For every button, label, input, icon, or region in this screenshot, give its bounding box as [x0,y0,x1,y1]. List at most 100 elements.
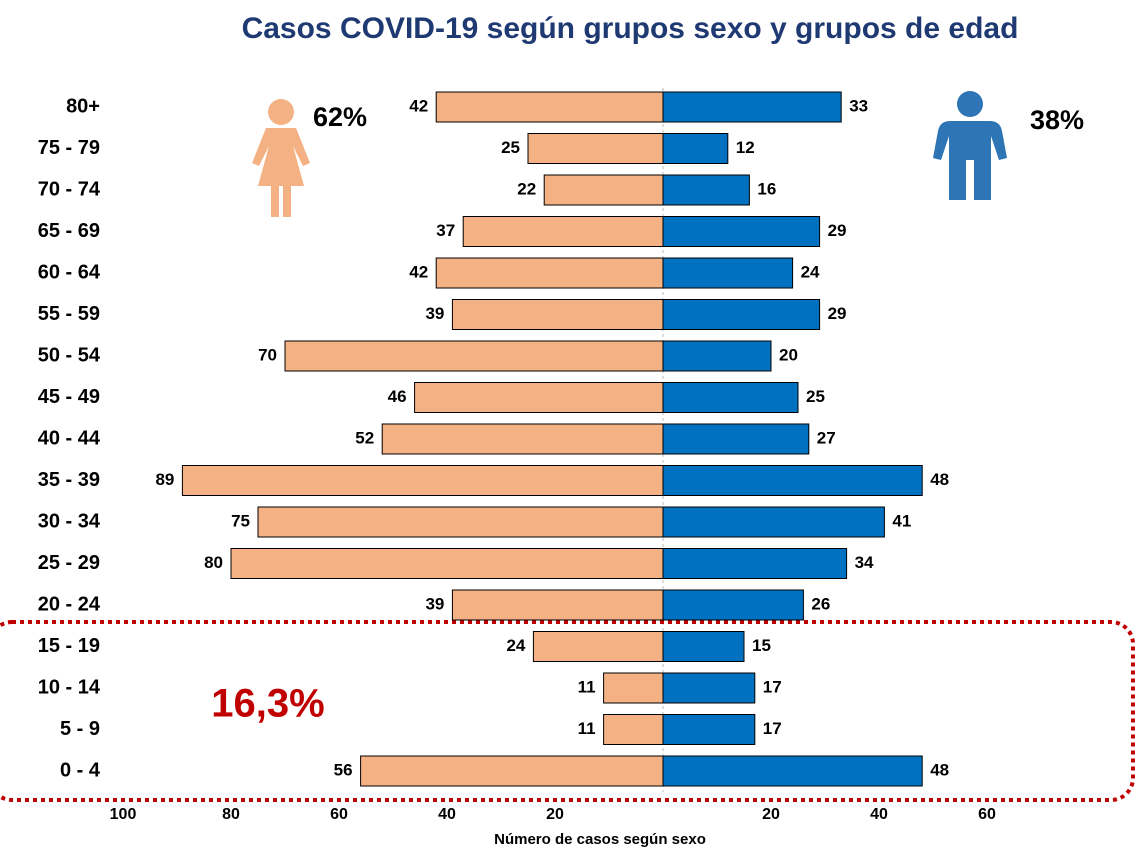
bar [662,382,799,413]
category-label: 70 - 74 [38,178,101,200]
value-label: 16 [757,179,776,198]
x-tick-label: 20 [762,806,780,823]
bar [662,133,729,164]
bar [381,423,664,455]
value-label: 89 [155,470,174,489]
bar [662,714,756,745]
value-label: 56 [334,760,353,779]
annotation: 16,3% [211,682,324,726]
value-label: 15 [752,636,771,655]
value-label: 29 [828,221,847,240]
highlight-box [0,620,1135,802]
value-label: 70 [258,345,277,364]
category-label: 40 - 44 [38,427,101,449]
value-label: 12 [736,138,755,157]
value-label: 26 [811,594,830,613]
x-tick-label: 40 [438,806,456,823]
value-label: 46 [388,387,407,406]
bar [662,91,842,123]
value-label: 25 [806,387,825,406]
bar [451,589,664,621]
category-label: 10 - 14 [38,676,101,698]
x-tick-label: 100 [110,806,137,823]
category-label: 50 - 54 [38,344,101,366]
x-tick-label: 40 [870,806,888,823]
x-tick-label: 60 [330,806,348,823]
value-label: 52 [355,428,374,447]
bar [181,465,664,496]
bar [257,506,664,538]
value-label: 17 [763,677,782,696]
value-label: 24 [801,262,820,281]
bar [662,216,821,247]
value-label: 42 [409,262,428,281]
bar [435,91,664,123]
bar [230,548,664,579]
category-label: 80+ [66,95,100,117]
category-label: 5 - 9 [60,718,100,740]
category-label: 25 - 29 [38,552,100,574]
value-label: 27 [817,428,836,447]
share-label: 38% [1030,105,1084,135]
category-label: 55 - 59 [38,303,100,325]
bar [284,340,664,372]
bar [543,174,664,206]
bar [603,714,664,745]
bar [662,299,821,330]
value-label: 37 [436,221,455,240]
female-icon [252,99,310,217]
value-label: 33 [849,96,868,115]
value-label: 11 [578,677,596,696]
value-label: 29 [828,304,847,323]
bar [662,506,885,538]
value-label: 42 [409,96,428,115]
value-label: 25 [501,138,520,157]
value-label: 75 [231,511,250,530]
category-label: 65 - 69 [38,220,100,242]
bar [662,589,804,621]
male-icon [933,91,1007,200]
bar [462,216,664,247]
bar [662,423,810,455]
value-label: 39 [425,304,444,323]
category-label: 30 - 34 [38,510,101,532]
bar [360,755,664,787]
bar [435,257,664,289]
value-label: 17 [763,719,782,738]
chart-title: Casos COVID-19 según grupos sexo y grupo… [242,12,1019,45]
bar [662,465,923,496]
category-label: 0 - 4 [60,759,101,781]
category-label: 60 - 64 [38,261,101,283]
value-label: 39 [425,594,444,613]
bar [662,548,848,579]
value-label: 48 [930,470,949,489]
bar [527,133,664,164]
category-label: 45 - 49 [38,386,100,408]
x-tick-label: 20 [546,806,564,823]
bar [662,257,794,289]
bar [414,382,664,413]
share-label: 62% [313,102,367,132]
value-label: 22 [517,179,536,198]
value-label: 41 [892,511,911,530]
x-tick-label: 80 [222,806,240,823]
value-label: 11 [578,719,596,738]
value-label: 20 [779,345,798,364]
category-label: 35 - 39 [38,469,100,491]
bar [451,299,664,330]
bar [662,672,756,704]
bar [662,755,923,787]
x-tick-label: 60 [978,806,996,823]
value-label: 48 [930,760,949,779]
bar [662,174,750,206]
category-label: 15 - 19 [38,635,100,657]
bar [532,631,664,662]
bar [662,631,745,662]
bar [603,672,664,704]
category-label: 75 - 79 [38,137,100,159]
value-label: 34 [855,553,874,572]
x-axis-label: Número de casos según sexo [494,831,706,848]
value-label: 80 [204,553,223,572]
category-label: 20 - 24 [38,593,101,615]
